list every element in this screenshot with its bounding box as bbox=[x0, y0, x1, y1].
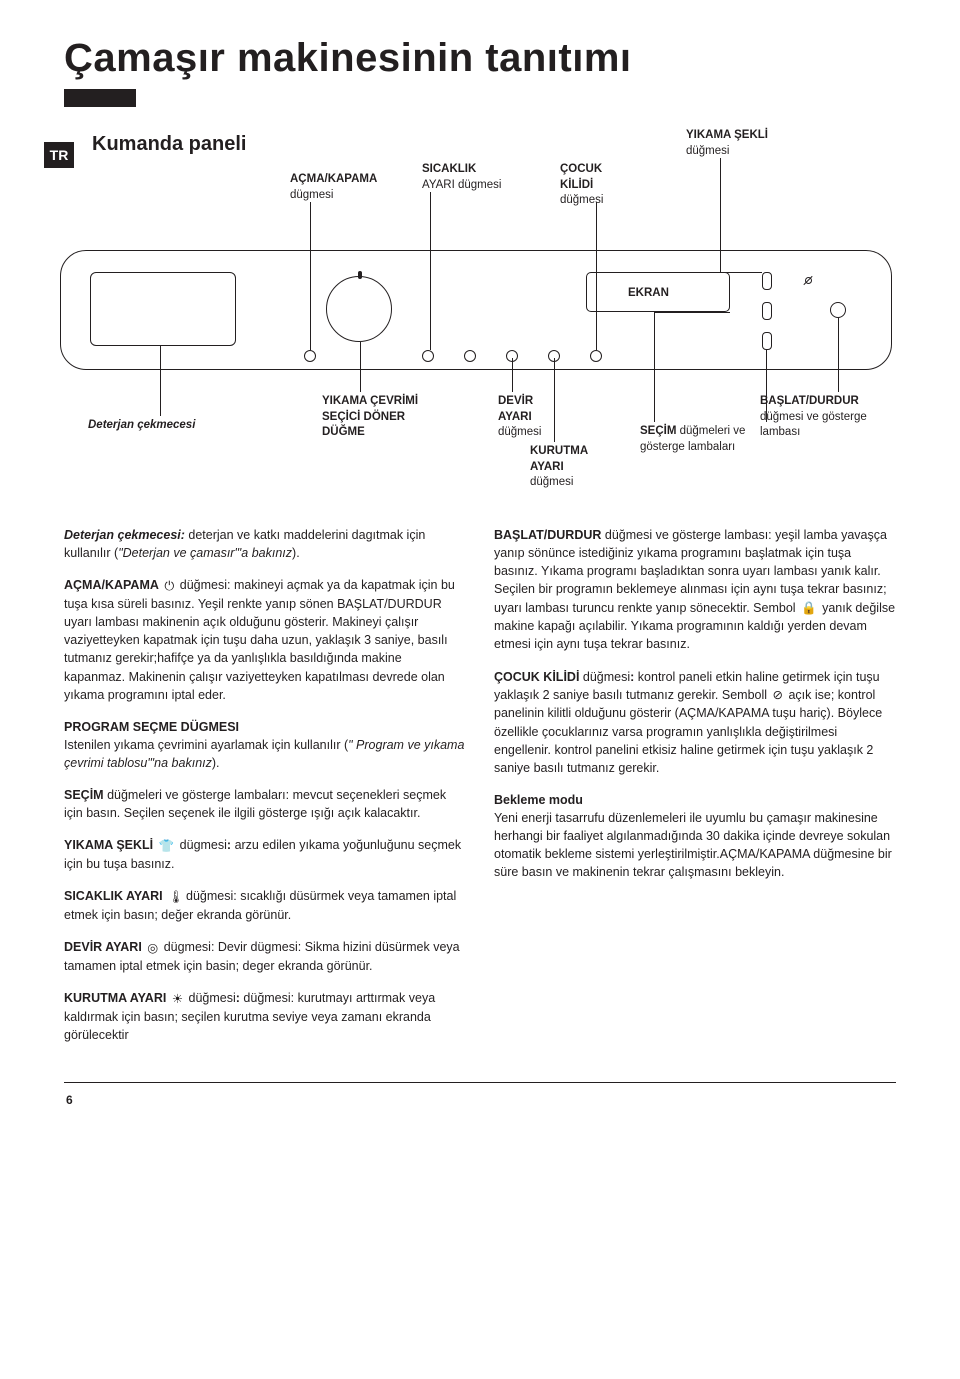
option-button bbox=[762, 272, 772, 290]
panel-button bbox=[464, 350, 476, 362]
panel-button bbox=[422, 350, 434, 362]
footer-rule bbox=[64, 1082, 896, 1083]
body-paragraph: BAŞLAT/DURDUR düğmesi ve gösterge lambas… bbox=[494, 526, 896, 654]
led-icon bbox=[802, 274, 814, 286]
body-columns: Deterjan çekmecesi: deterjan ve katkı ma… bbox=[64, 526, 896, 1058]
label-kurutma-r: düğmesi bbox=[530, 476, 573, 488]
body-paragraph: Deterjan çekmecesi: deterjan ve katkı ma… bbox=[64, 526, 466, 562]
page-title: Çamaşır makinesinin tanıtımı bbox=[64, 36, 896, 81]
body-paragraph: PROGRAM SEÇME DÜGMESIIstenilen yıkama çe… bbox=[64, 718, 466, 772]
label-cocuk-b: ÇOCUK KİLİDİ bbox=[560, 163, 602, 191]
program-dial bbox=[326, 276, 392, 342]
option-button bbox=[762, 332, 772, 350]
detergent-drawer bbox=[90, 272, 236, 346]
display-screen bbox=[586, 272, 730, 312]
option-button bbox=[762, 302, 772, 320]
body-paragraph: Bekleme moduYeni enerji tasarrufu düzenl… bbox=[494, 791, 896, 882]
control-panel-diagram: AÇMA/KAPAMA dügmesi SICAKLIK AYARI dügme… bbox=[60, 162, 892, 502]
label-baslat-r: düğmesi ve gösterge lambası bbox=[760, 411, 867, 439]
label-sicaklik-r: AYARI dügmesi bbox=[422, 179, 501, 191]
label-deterjan: Deterjan çekmecesi bbox=[88, 419, 195, 431]
label-devir-b: DEVİR AYARI bbox=[498, 395, 533, 423]
start-pause-button bbox=[830, 302, 846, 318]
panel-button bbox=[590, 350, 602, 362]
page-number: 6 bbox=[66, 1093, 896, 1107]
label-secim-b: SEÇİM bbox=[640, 425, 676, 437]
right-column: BAŞLAT/DURDUR düğmesi ve gösterge lambas… bbox=[494, 526, 896, 1058]
body-paragraph: YIKAMA ŞEKLİ 👕 dügmesi: arzu edilen yıka… bbox=[64, 836, 466, 873]
label-kurutma-b: KURUTMA AYARI bbox=[530, 445, 588, 473]
body-paragraph: DEVİR AYARI ◎ dügmesi: Devir dügmesi: Si… bbox=[64, 938, 466, 975]
label-acma-kapama-b: AÇMA/KAPAMA bbox=[290, 173, 377, 185]
control-panel-section: Kumanda paneli AÇMA/KAPAMA dügmesi SICAK… bbox=[64, 133, 896, 502]
body-paragraph: ÇOCUK KİLİDİ düğmesi: kontrol paneli etk… bbox=[494, 668, 896, 777]
body-paragraph: SEÇİM düğmeleri ve gösterge lambaları: m… bbox=[64, 786, 466, 822]
label-acma-kapama-r: dügmesi bbox=[290, 189, 333, 201]
label-yikama-sekli-r: düğmesi bbox=[686, 145, 729, 157]
body-paragraph: AÇMA/KAPAMA ⏻ düğmesi: makineyi açmak ya… bbox=[64, 576, 466, 704]
on-off-button bbox=[304, 350, 316, 362]
label-cocuk-r: düğmesi bbox=[560, 194, 603, 206]
title-rule bbox=[64, 89, 136, 107]
label-sicaklik-b: SICAKLIK bbox=[422, 163, 476, 175]
label-baslat-b: BAŞLAT/DURDUR bbox=[760, 395, 859, 407]
left-column: Deterjan çekmecesi: deterjan ve katkı ma… bbox=[64, 526, 466, 1058]
label-yikama-cevrimi: YIKAMA ÇEVRİMİ SEÇİCİ DÖNER DÜĞME bbox=[322, 395, 418, 438]
label-devir-r: düğmesi bbox=[498, 426, 541, 438]
label-yikama-sekli-b: YIKAMA ŞEKLİ bbox=[686, 129, 768, 141]
body-paragraph: KURUTMA AYARI ☀ düğmesi: düğmesi: kurutm… bbox=[64, 989, 466, 1044]
body-paragraph: SICAKLIK AYARI 🌡düğmesi: sıcaklığı düsür… bbox=[64, 887, 466, 924]
